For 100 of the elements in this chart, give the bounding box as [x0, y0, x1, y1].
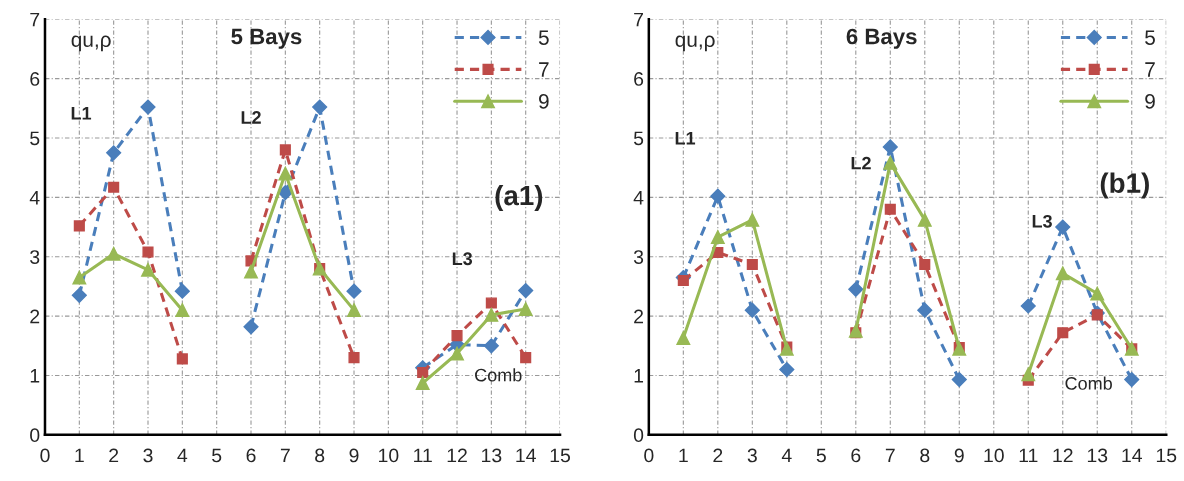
annotation: L2: [241, 111, 261, 124]
legend-label: 7: [1145, 62, 1155, 77]
point: [676, 331, 691, 345]
point: [279, 144, 291, 156]
point: [347, 303, 361, 318]
x-tick-label: 8: [315, 448, 325, 463]
y-axis-title: qu,ρ: [71, 35, 111, 52]
y-tick-label: 5: [633, 131, 644, 146]
point: [919, 258, 931, 270]
y-tick-label: 7: [30, 12, 40, 27]
point: [278, 166, 293, 181]
point: [71, 287, 87, 303]
x-tick-label: 3: [747, 448, 757, 463]
x-tick-label: 5: [816, 448, 826, 463]
x-tick-label: 12: [1053, 448, 1073, 463]
point: [174, 283, 190, 299]
x-tick-label: 2: [713, 448, 723, 463]
x-tick-label: 7: [280, 448, 290, 463]
point: [518, 282, 534, 299]
point: [108, 181, 120, 193]
point: [1055, 219, 1071, 235]
chart-title: 5 Bays: [231, 28, 302, 49]
x-tick-label: 15: [550, 448, 571, 463]
legend-label: 9: [1145, 94, 1155, 109]
point: [917, 212, 932, 227]
x-tick-label: 4: [177, 448, 188, 463]
point: [483, 338, 499, 354]
y-tick-label: 7: [634, 12, 643, 27]
legend-label: 9: [539, 94, 549, 109]
point: [72, 270, 87, 285]
point: [1124, 372, 1140, 388]
annotation: Comb: [1065, 376, 1112, 390]
point: [415, 376, 430, 391]
x-tick-label: 14: [516, 448, 536, 463]
x-tick-label: 1: [679, 448, 688, 463]
x-tick-label: 6: [246, 448, 256, 463]
y-tick-label: 5: [30, 131, 40, 146]
x-tick-label: 1: [75, 448, 84, 463]
point: [1021, 367, 1036, 382]
legend-label: 5: [1145, 30, 1155, 45]
point: [883, 155, 898, 170]
y-tick-label: 3: [633, 250, 644, 264]
point: [175, 303, 190, 318]
point: [106, 246, 121, 261]
y-tick-label: 3: [30, 250, 40, 264]
point: [710, 230, 725, 245]
x-tick-label: 10: [984, 448, 1004, 463]
point: [745, 212, 760, 227]
point: [746, 258, 758, 270]
x-tick-label: 13: [1087, 448, 1108, 463]
y-tick-label: 1: [30, 369, 40, 383]
x-tick-label: 12: [447, 448, 467, 463]
point: [417, 366, 429, 379]
point: [848, 281, 864, 297]
x-tick-label: 0: [644, 448, 654, 463]
point: [848, 323, 863, 338]
x-tick-label: 13: [482, 448, 502, 463]
point: [1020, 298, 1036, 314]
point: [710, 188, 726, 204]
point: [244, 264, 258, 279]
x-tick-label: 10: [379, 448, 399, 463]
x-tick-label: 9: [954, 448, 964, 463]
annotation: L3: [452, 252, 473, 266]
x-tick-label: 14: [1122, 448, 1142, 463]
x-tick-label: 3: [143, 448, 153, 463]
annotation: L1: [71, 107, 92, 120]
x-tick-label: 6: [851, 448, 861, 463]
x-tick-label: 15: [1156, 448, 1177, 463]
point: [1091, 309, 1103, 321]
y-tick-label: 0: [633, 428, 644, 443]
y-axis-title: qu,ρ: [675, 35, 715, 52]
point: [348, 352, 360, 364]
point: [176, 353, 188, 365]
x-tick-label: 8: [920, 448, 930, 463]
point: [882, 139, 898, 155]
y-tick-label: 4: [29, 191, 40, 205]
point: [1090, 286, 1105, 301]
annotation: L2: [851, 156, 871, 170]
y-tick-label: 0: [30, 428, 40, 443]
point: [744, 302, 760, 318]
point: [141, 262, 155, 277]
point: [346, 283, 362, 299]
point: [140, 99, 156, 115]
annotation: L3: [1032, 214, 1052, 228]
point: [73, 220, 85, 232]
point: [779, 361, 795, 378]
x-tick-label: 7: [885, 448, 895, 463]
x-tick-label: 11: [414, 448, 432, 463]
y-tick-label: 6: [30, 72, 40, 86]
legend-label: 5: [538, 30, 549, 45]
x-tick-label: 0: [40, 448, 50, 463]
x-tick-label: 2: [109, 448, 119, 463]
x-tick-label: 11: [1019, 448, 1038, 463]
x-tick-label: 5: [212, 448, 222, 463]
point: [451, 330, 463, 342]
point: [520, 352, 532, 364]
point: [951, 372, 967, 388]
x-tick-label: 9: [349, 448, 359, 463]
point: [106, 145, 122, 161]
point: [450, 346, 464, 361]
